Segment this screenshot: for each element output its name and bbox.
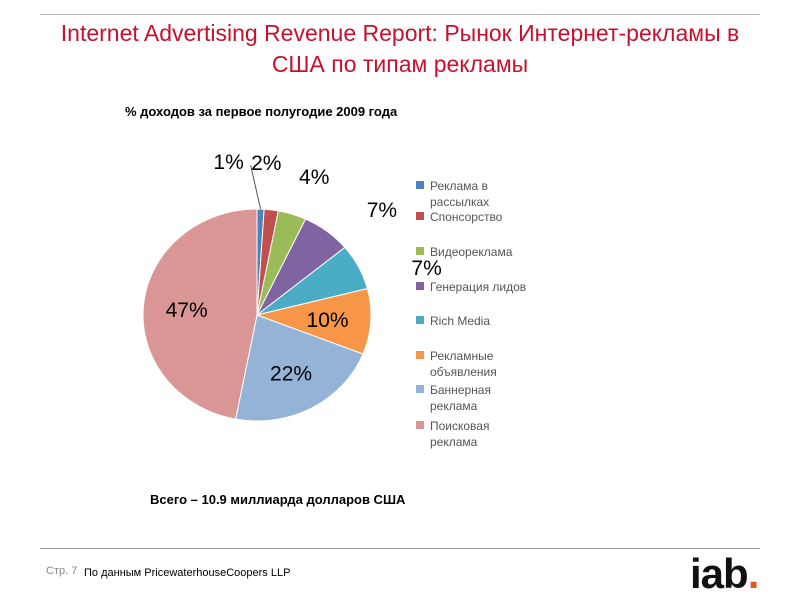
legend-label: Реклама в	[430, 179, 488, 193]
slice-label: 4%	[299, 166, 329, 189]
legend-swatch	[416, 385, 424, 393]
slice-label: 7%	[411, 257, 441, 280]
logo-dot: .	[747, 550, 760, 597]
legend-swatch	[416, 247, 424, 255]
chart-subtitle: % доходов за первое полугодие 2009 года	[125, 104, 398, 119]
legend-swatch	[416, 282, 424, 290]
legend-swatch	[416, 351, 424, 359]
legend-label: Спонсорство	[430, 210, 503, 224]
legend-label: Поисковая	[430, 419, 489, 433]
pie-slice	[142, 208, 258, 420]
logo-text: iab	[690, 550, 749, 597]
leader-line	[250, 164, 262, 210]
legend-label: Видеореклама	[430, 245, 513, 259]
pie-slice	[235, 314, 364, 422]
legend-label: рассылках	[430, 195, 489, 209]
legend-label: Рекламные	[430, 349, 494, 363]
page-number: Стр. 7	[46, 565, 78, 577]
legend-label: реклама	[430, 399, 478, 413]
slice-label: 2%	[251, 152, 281, 175]
top-divider	[40, 14, 760, 15]
legend-label: реклама	[430, 435, 478, 449]
total-label: Всего – 10.9 миллиарда долларов США	[150, 492, 406, 507]
legend-label: Баннерная	[430, 383, 491, 397]
legend-swatch	[416, 316, 424, 324]
page-title: Internet Advertising Revenue Report: Рын…	[60, 20, 740, 77]
legend-swatch	[416, 212, 424, 220]
legend-label: объявления	[430, 365, 497, 379]
slice-label: 47%	[166, 299, 208, 322]
pie-slice	[255, 288, 372, 355]
slice-label: 10%	[307, 309, 349, 332]
slice-label: 22%	[270, 363, 312, 386]
legend-label: Rich Media	[430, 314, 490, 328]
source-note: По данным PricewaterhouseCoopers LLP	[84, 567, 291, 579]
legend-swatch	[416, 181, 424, 189]
iab-logo: iab.	[690, 550, 760, 598]
legend-label: Генерация лидов	[430, 280, 526, 294]
bottom-divider	[40, 548, 760, 549]
slice-label: 7%	[367, 199, 397, 222]
slice-label: 1%	[213, 151, 243, 174]
legend-swatch	[416, 421, 424, 429]
